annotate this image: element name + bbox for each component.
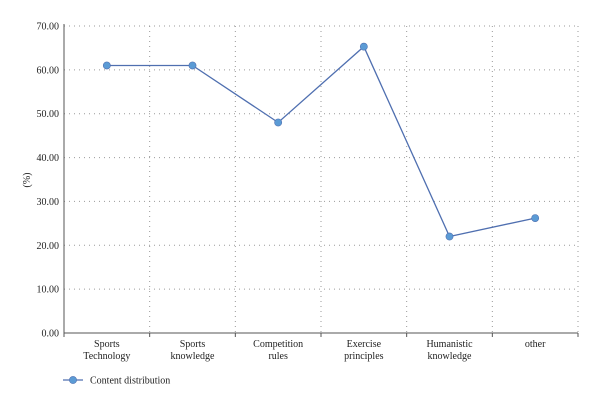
y-tick-label: 50.00 bbox=[37, 109, 60, 120]
x-tick-label: Competition rules bbox=[253, 339, 303, 362]
x-tick-label: Exercise principles bbox=[344, 339, 384, 362]
x-tick-label: other bbox=[525, 339, 546, 350]
x-tick-label: Sports Technology bbox=[83, 339, 130, 362]
data-point bbox=[445, 232, 454, 241]
data-point bbox=[102, 61, 111, 70]
series bbox=[102, 42, 540, 241]
y-tick-label: 60.00 bbox=[37, 65, 60, 76]
grid-lines bbox=[64, 25, 579, 333]
data-point bbox=[188, 61, 197, 70]
y-tick-label: 40.00 bbox=[37, 153, 60, 164]
data-point bbox=[274, 118, 283, 127]
data-point bbox=[531, 214, 540, 222]
y-axis-title: (%) bbox=[22, 173, 33, 188]
x-tick-label: Sports knowledge bbox=[171, 339, 215, 362]
series-line bbox=[106, 45, 536, 238]
y-tick-label: 30.00 bbox=[37, 197, 60, 208]
y-tick-label: 20.00 bbox=[37, 241, 60, 252]
legend-label: Content distribution bbox=[90, 376, 170, 387]
axes bbox=[63, 24, 579, 337]
y-tick-label: 10.00 bbox=[37, 285, 60, 296]
x-tick-label: Humanistic knowledge bbox=[426, 339, 473, 362]
data-point bbox=[359, 42, 368, 51]
y-tick-labels: 0.00 10.00 20.00 30.00 40.00 50.00 60.00 70.00 bbox=[37, 22, 60, 340]
y-tick-label: 70.00 bbox=[37, 22, 60, 33]
x-tick-labels: Sports Technology Sports knowledge Competiti… bbox=[83, 339, 546, 362]
y-tick-label: 0.00 bbox=[42, 329, 60, 340]
legend: Content distribution bbox=[63, 376, 170, 387]
legend-marker bbox=[69, 376, 77, 384]
